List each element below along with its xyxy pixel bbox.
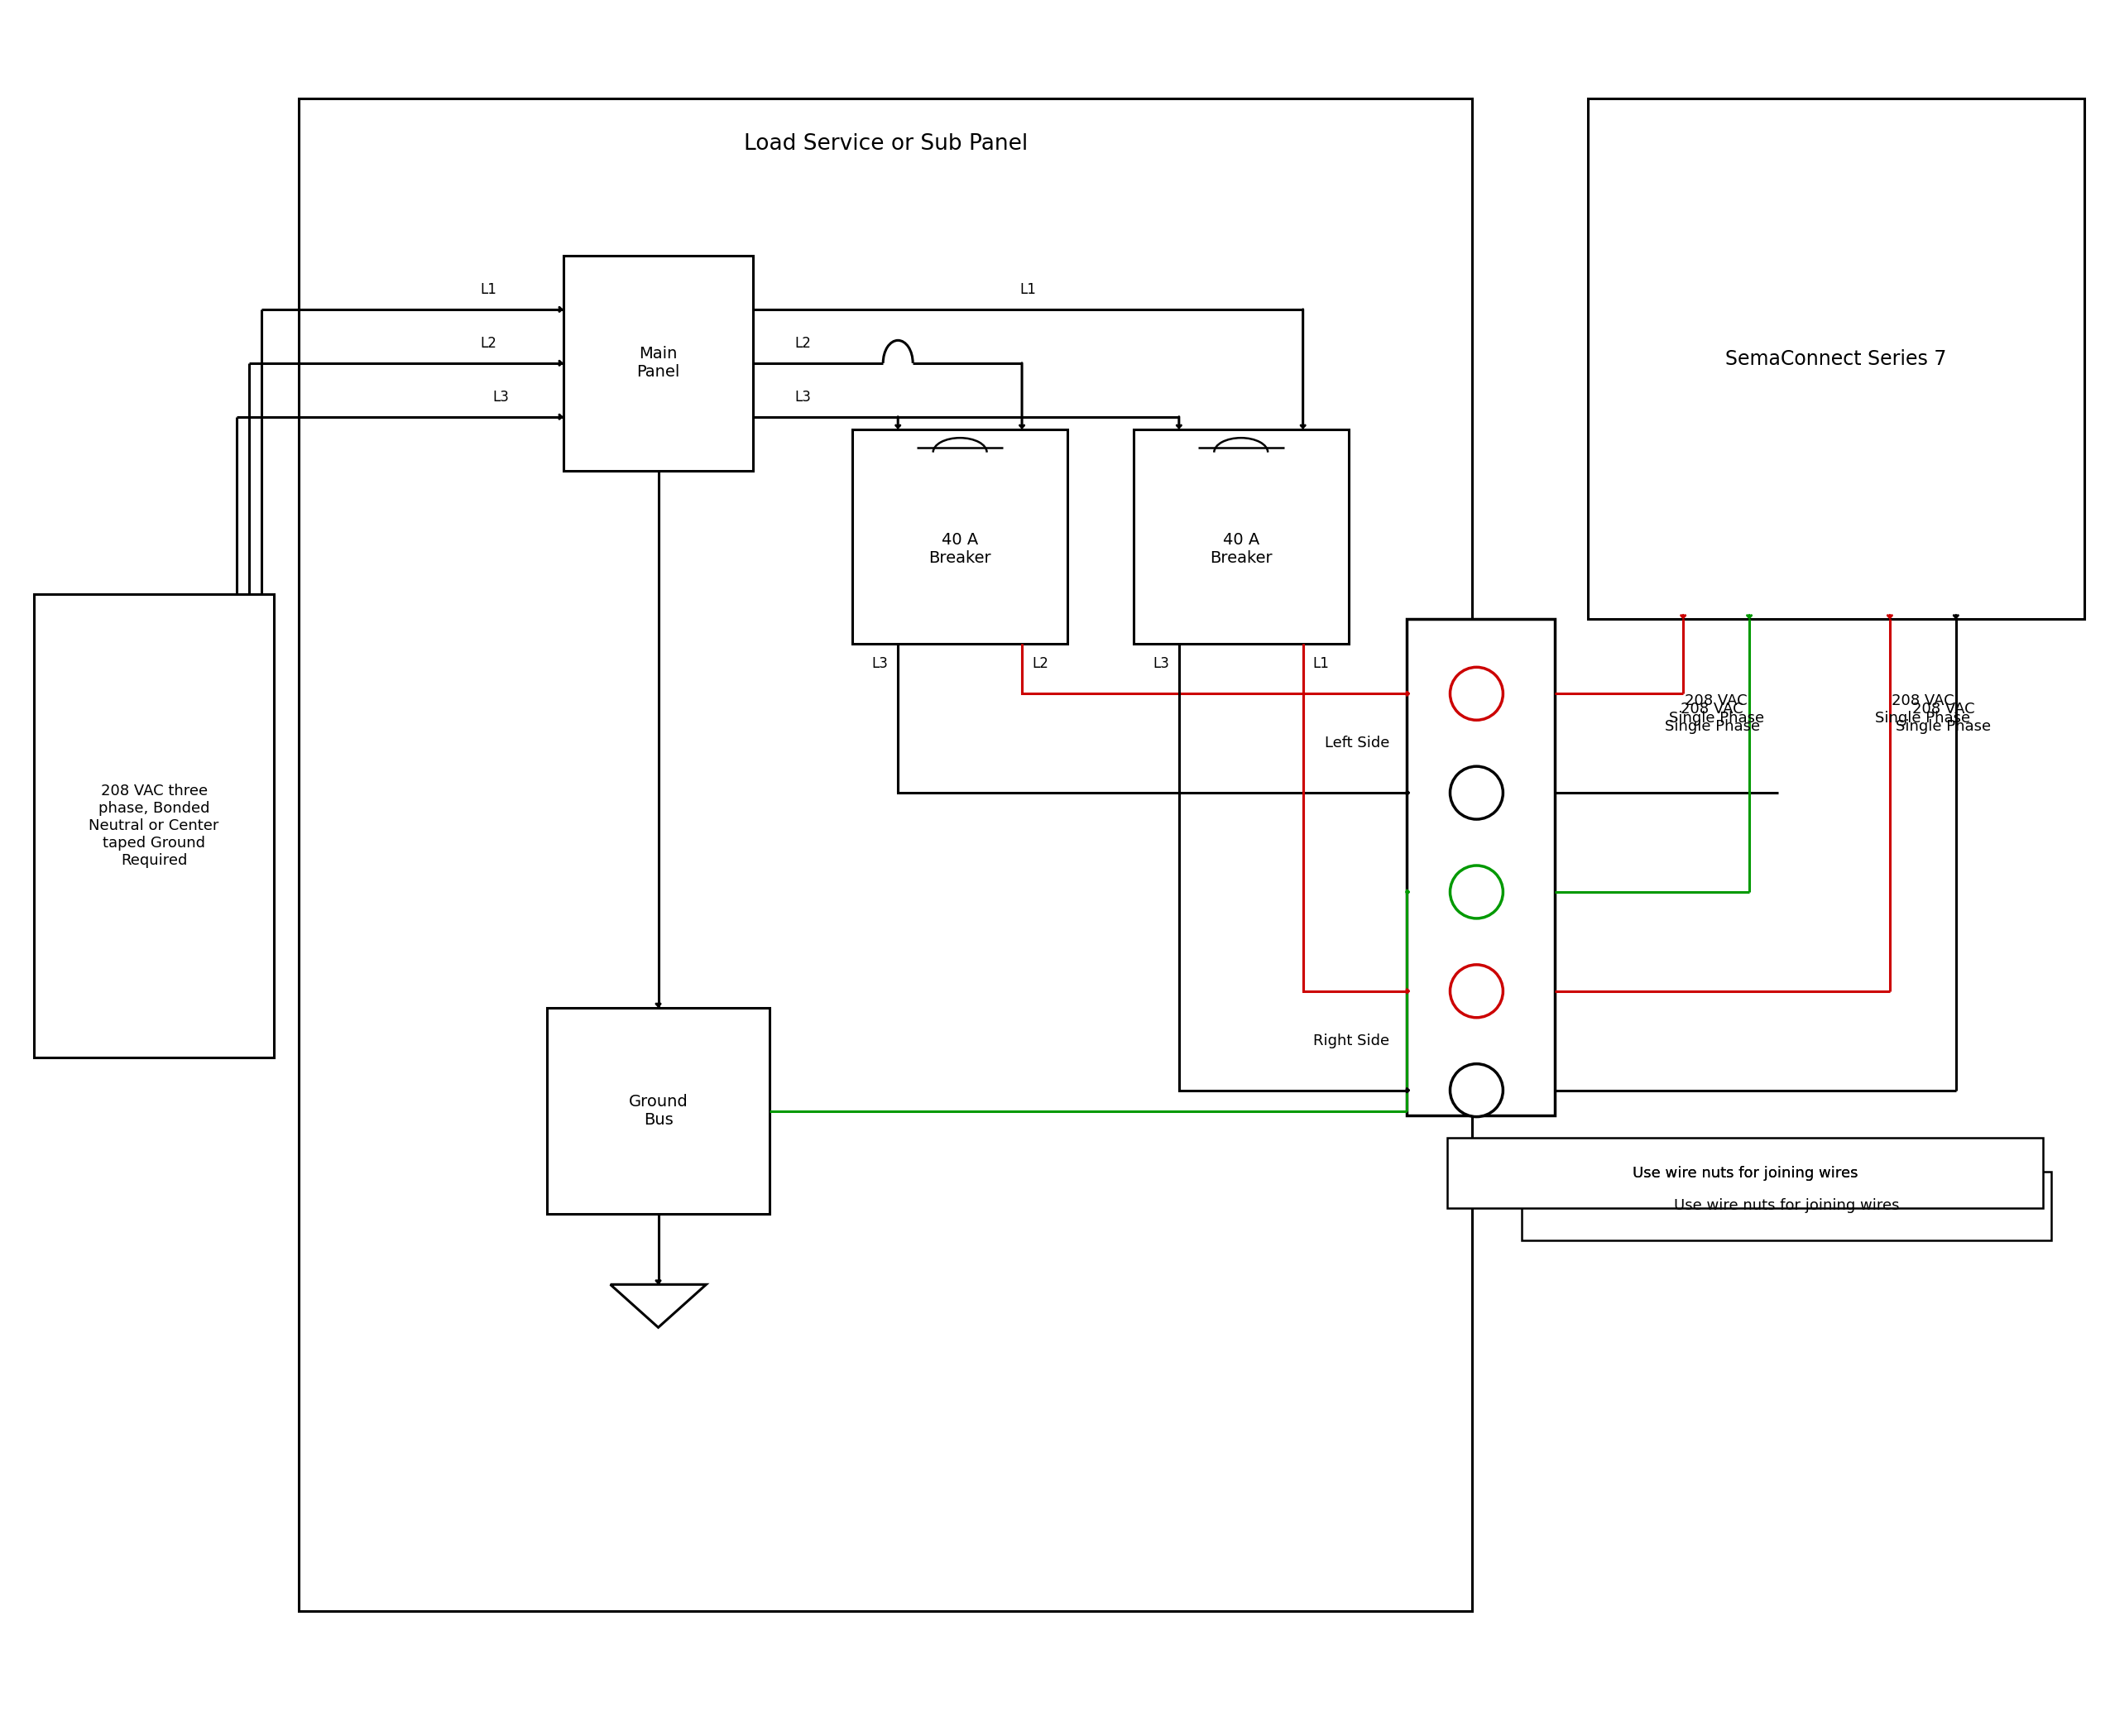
Text: 40 A
Breaker: 40 A Breaker xyxy=(1209,531,1272,566)
Text: Main
Panel: Main Panel xyxy=(637,345,679,380)
FancyBboxPatch shape xyxy=(546,1007,770,1213)
Text: 208 VAC
Single Phase: 208 VAC Single Phase xyxy=(1876,694,1971,726)
Circle shape xyxy=(1450,667,1502,720)
FancyBboxPatch shape xyxy=(852,429,1068,644)
Text: L1: L1 xyxy=(481,281,498,297)
FancyBboxPatch shape xyxy=(1447,1137,2042,1208)
Text: 208 VAC
Single Phase: 208 VAC Single Phase xyxy=(1669,694,1764,726)
Text: L3: L3 xyxy=(795,389,810,404)
FancyBboxPatch shape xyxy=(300,99,1473,1611)
Text: L3: L3 xyxy=(871,656,888,672)
FancyBboxPatch shape xyxy=(34,594,274,1057)
FancyBboxPatch shape xyxy=(1589,99,2085,620)
Text: 208 VAC
Single Phase: 208 VAC Single Phase xyxy=(1897,701,1992,734)
Text: Left Side: Left Side xyxy=(1325,736,1390,750)
Circle shape xyxy=(1450,866,1502,918)
Text: L2: L2 xyxy=(1032,656,1049,672)
Text: 40 A
Breaker: 40 A Breaker xyxy=(928,531,992,566)
Circle shape xyxy=(1450,766,1502,819)
Circle shape xyxy=(1450,965,1502,1017)
Text: Load Service or Sub Panel: Load Service or Sub Panel xyxy=(743,134,1028,155)
Text: L2: L2 xyxy=(795,335,810,351)
FancyBboxPatch shape xyxy=(563,255,753,470)
FancyBboxPatch shape xyxy=(1521,1172,2051,1241)
Text: L3: L3 xyxy=(1152,656,1169,672)
Text: Use wire nuts for joining wires: Use wire nuts for joining wires xyxy=(1633,1165,1859,1180)
FancyBboxPatch shape xyxy=(1133,429,1348,644)
Text: Ground
Bus: Ground Bus xyxy=(629,1094,688,1128)
Text: L2: L2 xyxy=(481,335,498,351)
FancyBboxPatch shape xyxy=(1405,620,1555,1115)
Text: 208 VAC
Single Phase: 208 VAC Single Phase xyxy=(1665,701,1760,734)
Text: Use wire nuts for joining wires: Use wire nuts for joining wires xyxy=(1673,1198,1899,1213)
Circle shape xyxy=(1450,1064,1502,1116)
Text: L3: L3 xyxy=(494,389,509,404)
Text: Use wire nuts for joining wires: Use wire nuts for joining wires xyxy=(1633,1165,1859,1180)
Text: L1: L1 xyxy=(1312,656,1329,672)
Text: SemaConnect Series 7: SemaConnect Series 7 xyxy=(1726,349,1948,368)
Text: 208 VAC three
phase, Bonded
Neutral or Center
taped Ground
Required: 208 VAC three phase, Bonded Neutral or C… xyxy=(89,785,219,868)
Text: L1: L1 xyxy=(1019,281,1036,297)
Text: Right Side: Right Side xyxy=(1315,1033,1390,1049)
